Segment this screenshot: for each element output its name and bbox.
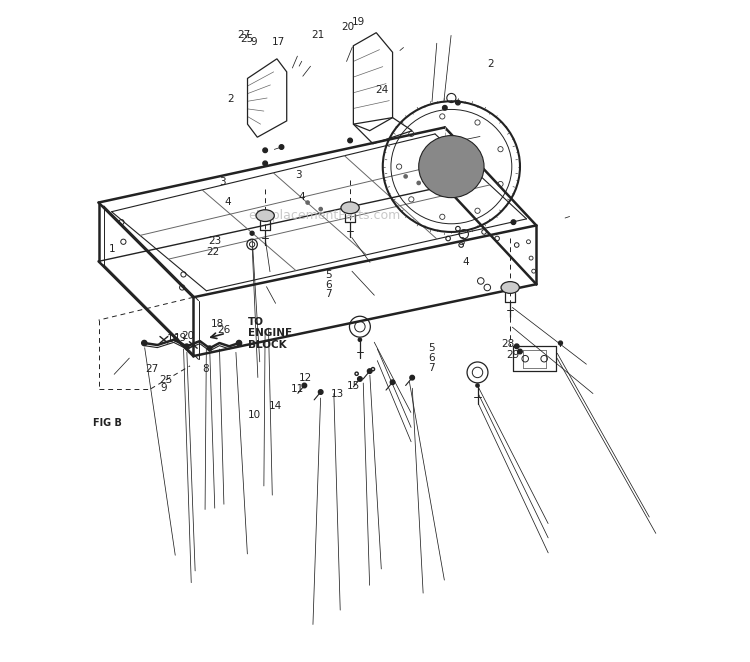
Text: 4: 4 [463, 257, 470, 267]
Text: 9: 9 [160, 383, 166, 393]
Text: 3: 3 [296, 170, 302, 180]
Text: 6: 6 [326, 279, 332, 289]
Circle shape [306, 201, 309, 204]
Circle shape [476, 384, 479, 387]
Ellipse shape [501, 281, 519, 293]
Text: 14: 14 [268, 401, 281, 410]
Circle shape [302, 383, 307, 388]
Ellipse shape [341, 202, 359, 214]
Circle shape [390, 380, 394, 385]
Text: 3: 3 [219, 177, 226, 187]
Text: 3: 3 [458, 237, 464, 247]
Text: 8: 8 [202, 363, 208, 373]
Text: 22: 22 [206, 247, 220, 257]
Text: 12: 12 [299, 373, 313, 383]
Circle shape [455, 101, 460, 105]
Text: 27: 27 [145, 364, 158, 375]
Text: 18: 18 [211, 318, 224, 328]
Text: 20: 20 [341, 22, 354, 32]
Circle shape [262, 161, 268, 166]
Text: 25: 25 [160, 375, 172, 385]
Circle shape [514, 344, 519, 349]
Text: 7: 7 [326, 289, 332, 299]
Text: 17: 17 [272, 37, 286, 48]
Text: 24: 24 [375, 85, 388, 95]
Circle shape [236, 340, 242, 346]
Text: 26: 26 [217, 324, 230, 334]
Circle shape [358, 338, 362, 342]
Ellipse shape [256, 210, 274, 222]
Text: 10: 10 [248, 410, 261, 420]
Text: eReplacementParts.com: eReplacementParts.com [248, 209, 400, 222]
Text: 6: 6 [428, 353, 435, 363]
Text: 21: 21 [311, 30, 325, 40]
Circle shape [319, 390, 323, 395]
Text: 29: 29 [506, 350, 519, 359]
Text: 2: 2 [488, 59, 494, 69]
Text: 5: 5 [326, 269, 332, 279]
Circle shape [279, 145, 284, 150]
Text: 28: 28 [501, 339, 515, 349]
Text: TO
ENGINE
BLOCK: TO ENGINE BLOCK [248, 316, 292, 350]
Circle shape [251, 231, 254, 235]
Circle shape [404, 175, 407, 178]
Circle shape [319, 207, 322, 211]
Text: 1: 1 [109, 244, 115, 254]
Text: 16: 16 [167, 334, 180, 344]
Text: 4: 4 [224, 197, 231, 207]
Text: 25: 25 [241, 34, 254, 44]
Text: 19: 19 [174, 333, 188, 343]
Circle shape [358, 377, 362, 381]
Circle shape [559, 341, 562, 345]
Circle shape [410, 375, 415, 380]
Text: 27: 27 [237, 30, 250, 40]
Circle shape [184, 344, 189, 349]
Text: 5: 5 [428, 343, 435, 354]
Circle shape [512, 220, 516, 224]
Text: 15: 15 [346, 381, 360, 391]
Circle shape [262, 148, 268, 152]
Ellipse shape [419, 136, 484, 198]
Text: 2: 2 [227, 95, 234, 105]
Text: 11: 11 [290, 384, 304, 395]
Text: 7: 7 [428, 363, 435, 373]
Circle shape [518, 350, 522, 354]
Circle shape [348, 138, 352, 143]
Circle shape [368, 369, 372, 373]
Text: FIG B: FIG B [93, 418, 122, 428]
Text: 4: 4 [298, 192, 305, 202]
Circle shape [570, 213, 574, 218]
Text: 20: 20 [182, 330, 194, 341]
Circle shape [626, 89, 630, 94]
Text: 13: 13 [331, 389, 344, 399]
Circle shape [417, 181, 420, 185]
Text: 23: 23 [208, 236, 221, 246]
Text: 9: 9 [251, 37, 257, 48]
Text: 2: 2 [446, 140, 452, 150]
Circle shape [207, 346, 212, 351]
Circle shape [142, 340, 147, 346]
Text: 19: 19 [352, 17, 365, 26]
Circle shape [442, 105, 447, 110]
